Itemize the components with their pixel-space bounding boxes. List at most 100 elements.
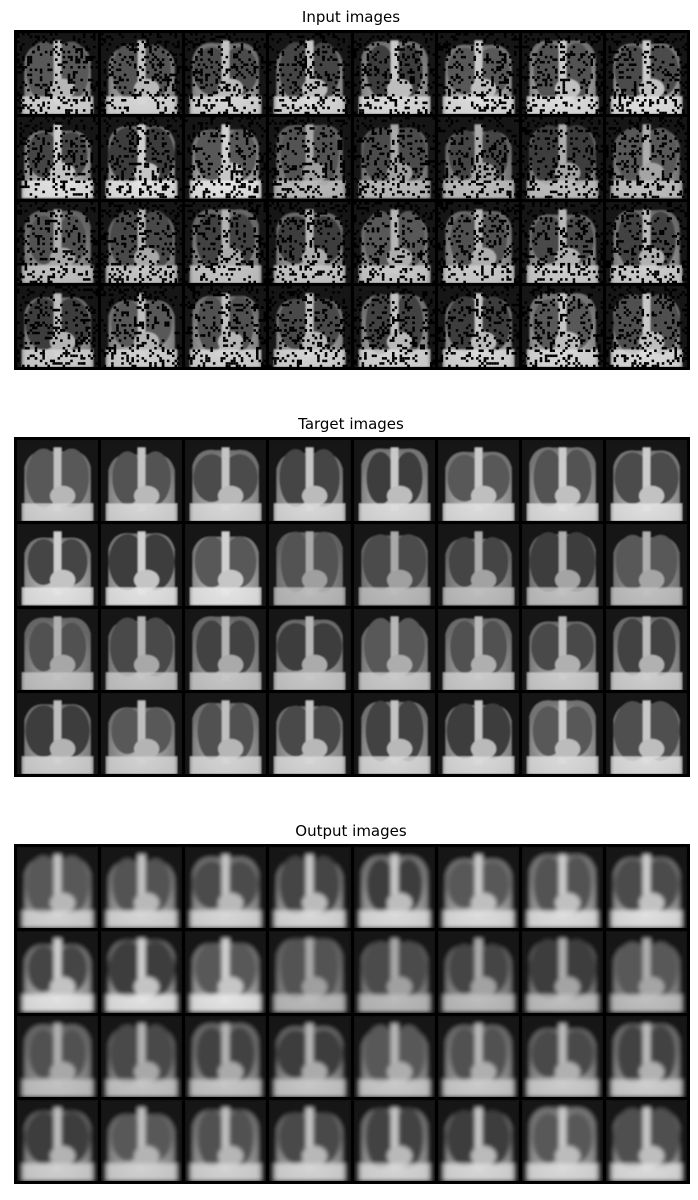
- xray-thumbnail: [101, 117, 183, 199]
- xray-thumbnail: [185, 117, 267, 199]
- xray-thumbnail: [269, 608, 351, 690]
- xray-thumbnail: [605, 524, 687, 606]
- xray-thumbnail: [521, 524, 603, 606]
- xray-thumbnail: [605, 608, 687, 690]
- xray-thumbnail: [437, 117, 519, 199]
- xray-thumbnail: [353, 285, 435, 367]
- target-images-title: Target images: [298, 415, 404, 433]
- xray-thumbnail: [437, 440, 519, 522]
- xray-thumbnail: [605, 1015, 687, 1097]
- xray-thumbnail: [605, 1099, 687, 1181]
- xray-thumbnail: [437, 847, 519, 929]
- xray-thumbnail: [185, 201, 267, 283]
- xray-thumbnail: [185, 1015, 267, 1097]
- xray-thumbnail: [521, 285, 603, 367]
- xray-thumbnail: [101, 608, 183, 690]
- xray-thumbnail: [269, 931, 351, 1013]
- target-images-grid: [14, 437, 690, 777]
- xray-thumbnail: [353, 33, 435, 115]
- xray-thumbnail: [353, 847, 435, 929]
- xray-thumbnail: [437, 1099, 519, 1181]
- xray-thumbnail: [101, 692, 183, 774]
- xray-thumbnail: [17, 440, 99, 522]
- xray-thumbnail: [17, 33, 99, 115]
- xray-thumbnail: [353, 524, 435, 606]
- xray-thumbnail: [521, 33, 603, 115]
- xray-thumbnail: [17, 931, 99, 1013]
- xray-thumbnail: [521, 1015, 603, 1097]
- input-images-title: Input images: [301, 8, 401, 26]
- xray-thumbnail: [353, 931, 435, 1013]
- xray-thumbnail: [521, 692, 603, 774]
- xray-thumbnail: [101, 847, 183, 929]
- xray-thumbnail: [101, 1015, 183, 1097]
- xray-thumbnail: [17, 285, 99, 367]
- output-images-grid: [14, 844, 690, 1184]
- xray-thumbnail: [437, 524, 519, 606]
- xray-thumbnail: [521, 117, 603, 199]
- xray-thumbnail: [269, 692, 351, 774]
- xray-thumbnail: [521, 847, 603, 929]
- xray-thumbnail: [353, 1015, 435, 1097]
- xray-thumbnail: [437, 201, 519, 283]
- xray-thumbnail: [521, 608, 603, 690]
- xray-thumbnail: [17, 1015, 99, 1097]
- xray-thumbnail: [185, 608, 267, 690]
- xray-thumbnail: [17, 201, 99, 283]
- xray-thumbnail: [101, 440, 183, 522]
- xray-thumbnail: [17, 524, 99, 606]
- output-images-title: Output images: [295, 822, 407, 840]
- xray-thumbnail: [437, 33, 519, 115]
- xray-thumbnail: [269, 524, 351, 606]
- xray-thumbnail: [269, 201, 351, 283]
- xray-thumbnail: [185, 33, 267, 115]
- xray-thumbnail: [605, 692, 687, 774]
- xray-thumbnail: [185, 847, 267, 929]
- xray-thumbnail: [605, 931, 687, 1013]
- xray-thumbnail: [185, 692, 267, 774]
- xray-thumbnail: [17, 608, 99, 690]
- xray-thumbnail: [269, 1015, 351, 1097]
- xray-thumbnail: [17, 847, 99, 929]
- xray-thumbnail: [353, 440, 435, 522]
- xray-thumbnail: [101, 931, 183, 1013]
- xray-thumbnail: [101, 1099, 183, 1181]
- xray-thumbnail: [605, 847, 687, 929]
- xray-thumbnail: [353, 608, 435, 690]
- xray-thumbnail: [353, 117, 435, 199]
- xray-thumbnail: [17, 117, 99, 199]
- xray-thumbnail: [101, 285, 183, 367]
- xray-thumbnail: [605, 285, 687, 367]
- xray-thumbnail: [101, 33, 183, 115]
- xray-thumbnail: [521, 1099, 603, 1181]
- xray-thumbnail: [101, 524, 183, 606]
- xray-thumbnail: [185, 931, 267, 1013]
- xray-thumbnail: [269, 847, 351, 929]
- xray-thumbnail: [437, 285, 519, 367]
- xray-thumbnail: [17, 1099, 99, 1181]
- xray-thumbnail: [605, 33, 687, 115]
- xray-thumbnail: [521, 440, 603, 522]
- xray-thumbnail: [437, 931, 519, 1013]
- xray-thumbnail: [269, 117, 351, 199]
- xray-thumbnail: [185, 440, 267, 522]
- xray-thumbnail: [185, 524, 267, 606]
- xray-thumbnail: [185, 285, 267, 367]
- xray-thumbnail: [269, 33, 351, 115]
- xray-thumbnail: [353, 201, 435, 283]
- xray-thumbnail: [269, 1099, 351, 1181]
- xray-thumbnail: [437, 692, 519, 774]
- xray-thumbnail: [605, 440, 687, 522]
- xray-thumbnail: [521, 201, 603, 283]
- xray-thumbnail: [605, 117, 687, 199]
- xray-thumbnail: [185, 1099, 267, 1181]
- xray-thumbnail: [269, 285, 351, 367]
- xray-thumbnail: [521, 931, 603, 1013]
- xray-thumbnail: [353, 692, 435, 774]
- xray-thumbnail: [101, 201, 183, 283]
- xray-thumbnail: [437, 1015, 519, 1097]
- input-images-grid: [14, 30, 690, 370]
- xray-thumbnail: [353, 1099, 435, 1181]
- xray-thumbnail: [605, 201, 687, 283]
- xray-thumbnail: [17, 692, 99, 774]
